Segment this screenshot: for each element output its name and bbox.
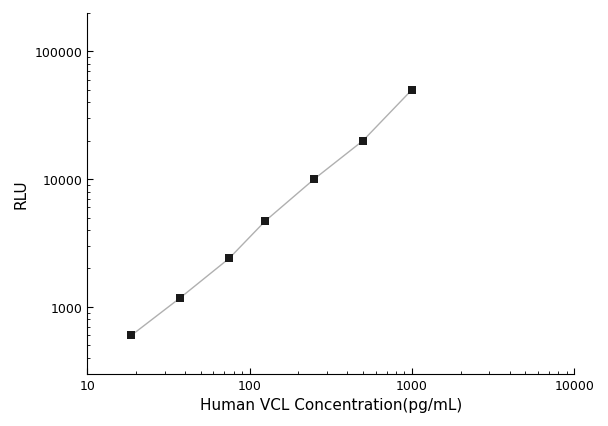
Point bbox=[407, 87, 416, 94]
Y-axis label: RLU: RLU bbox=[14, 179, 29, 209]
Point bbox=[126, 332, 136, 339]
Point bbox=[224, 255, 234, 262]
Point bbox=[358, 138, 368, 145]
Point bbox=[309, 176, 319, 183]
X-axis label: Human VCL Concentration(pg/mL): Human VCL Concentration(pg/mL) bbox=[199, 397, 462, 412]
Point bbox=[176, 295, 185, 302]
Point bbox=[260, 218, 270, 225]
